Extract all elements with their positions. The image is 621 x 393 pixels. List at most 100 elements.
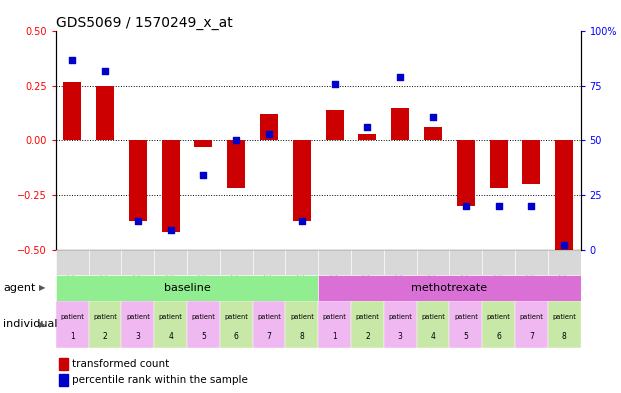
Text: percentile rank within the sample: percentile rank within the sample — [71, 375, 248, 385]
Bar — [286, 250, 318, 275]
Bar — [358, 134, 376, 140]
Bar — [89, 250, 122, 275]
Text: patient: patient — [191, 314, 215, 320]
Text: patient: patient — [487, 314, 510, 320]
Bar — [450, 250, 483, 275]
Point — [231, 137, 241, 143]
Bar — [253, 301, 286, 348]
Text: patient: patient — [60, 314, 84, 320]
Text: 6: 6 — [234, 332, 238, 340]
Bar — [122, 250, 154, 275]
Bar — [417, 250, 450, 275]
Bar — [58, 358, 68, 369]
Point — [461, 203, 471, 209]
Bar — [555, 140, 573, 250]
Text: 2: 2 — [102, 332, 107, 340]
Point — [428, 113, 438, 119]
Bar — [450, 301, 483, 348]
Text: patient: patient — [454, 314, 478, 320]
Bar — [522, 140, 540, 184]
Bar — [122, 301, 154, 348]
Text: 1: 1 — [332, 332, 337, 340]
Text: 6: 6 — [496, 332, 501, 340]
Bar — [56, 250, 89, 275]
Bar — [56, 301, 89, 348]
Text: 2: 2 — [365, 332, 370, 340]
Text: individual: individual — [3, 319, 58, 329]
Text: 1: 1 — [70, 332, 75, 340]
Bar — [548, 301, 581, 348]
Text: patient: patient — [323, 314, 347, 320]
Point — [494, 203, 504, 209]
Bar — [391, 108, 409, 140]
Text: 3: 3 — [398, 332, 402, 340]
Bar — [351, 301, 384, 348]
Text: patient: patient — [290, 314, 314, 320]
Bar — [515, 250, 548, 275]
Bar — [220, 301, 253, 348]
Text: transformed count: transformed count — [71, 359, 169, 369]
Bar — [384, 250, 417, 275]
Bar — [58, 374, 68, 386]
Text: patient: patient — [224, 314, 248, 320]
Point — [67, 57, 77, 63]
Text: 4: 4 — [430, 332, 435, 340]
Bar — [483, 301, 515, 348]
Text: patient: patient — [552, 314, 576, 320]
Bar — [96, 86, 114, 140]
Bar — [515, 301, 548, 348]
Bar — [351, 250, 384, 275]
Text: patient: patient — [126, 314, 150, 320]
Bar — [161, 140, 179, 232]
Bar — [187, 301, 220, 348]
Bar — [384, 301, 417, 348]
Text: ▶: ▶ — [39, 283, 45, 292]
Bar — [220, 250, 253, 275]
Bar — [253, 250, 286, 275]
Bar — [318, 275, 581, 301]
Bar — [56, 275, 318, 301]
Text: patient: patient — [388, 314, 412, 320]
Point — [527, 203, 537, 209]
Point — [297, 218, 307, 224]
Text: patient: patient — [257, 314, 281, 320]
Point — [133, 218, 143, 224]
Text: 7: 7 — [266, 332, 271, 340]
Bar — [318, 301, 351, 348]
Point — [363, 124, 373, 130]
Bar — [187, 250, 220, 275]
Text: ▶: ▶ — [39, 320, 45, 329]
Bar — [325, 110, 343, 140]
Text: patient: patient — [93, 314, 117, 320]
Text: patient: patient — [355, 314, 379, 320]
Bar — [548, 250, 581, 275]
Bar — [293, 140, 311, 221]
Point — [396, 74, 406, 81]
Text: 5: 5 — [201, 332, 206, 340]
Point — [100, 68, 110, 74]
Bar — [154, 250, 187, 275]
Text: patient: patient — [421, 314, 445, 320]
Text: 8: 8 — [299, 332, 304, 340]
Text: baseline: baseline — [164, 283, 211, 293]
Point — [264, 131, 274, 137]
Bar — [227, 140, 245, 189]
Text: methotrexate: methotrexate — [411, 283, 487, 293]
Bar — [483, 250, 515, 275]
Text: patient: patient — [520, 314, 543, 320]
Bar — [260, 114, 278, 140]
Bar — [286, 301, 318, 348]
Bar — [424, 127, 442, 140]
Text: 7: 7 — [529, 332, 534, 340]
Text: agent: agent — [3, 283, 35, 293]
Text: GDS5069 / 1570249_x_at: GDS5069 / 1570249_x_at — [56, 17, 233, 30]
Text: 8: 8 — [562, 332, 566, 340]
Text: 5: 5 — [463, 332, 468, 340]
Point — [560, 242, 569, 248]
Bar — [417, 301, 450, 348]
Bar — [489, 140, 507, 189]
Bar — [89, 301, 122, 348]
Bar — [318, 250, 351, 275]
Bar — [129, 140, 147, 221]
Bar — [63, 82, 81, 140]
